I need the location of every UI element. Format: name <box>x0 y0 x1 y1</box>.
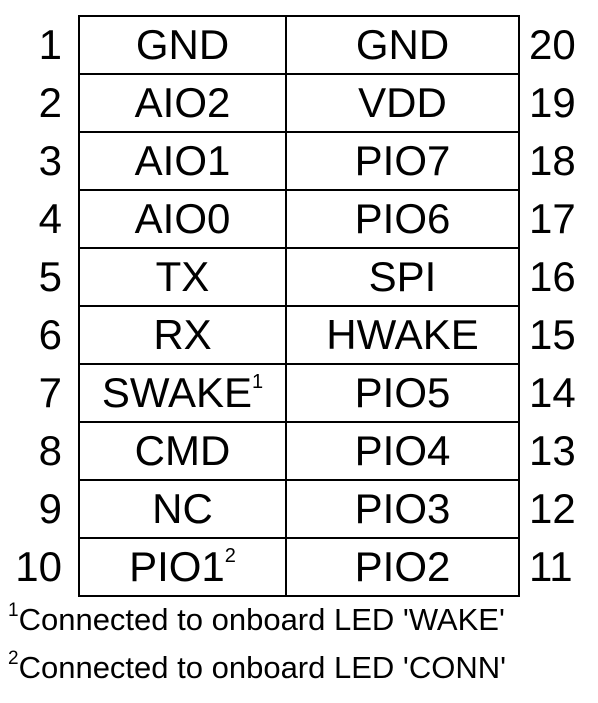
pin-number-7: 7 <box>38 369 62 416</box>
pin-label-16: SPI <box>368 253 437 300</box>
pin-number-10: 10 <box>15 543 62 590</box>
pin-number-8: 8 <box>38 427 62 474</box>
pinout-diagram: 1 GND GND 20 2 AIO2 VDD 19 3 AIO1 PIO7 1… <box>0 15 598 597</box>
pin-name: NC <box>152 485 213 532</box>
pin-label-11: PIO2 <box>354 543 451 590</box>
pin-number-17: 17 <box>529 195 576 242</box>
pin-label-12: PIO3 <box>354 485 451 532</box>
pin-label-7: SWAKE1 <box>79 364 286 422</box>
pin-name: RX <box>153 311 212 358</box>
pin-label-6: RX <box>79 306 286 364</box>
pin-number-4: 4 <box>38 195 62 242</box>
pin-label-1: GND <box>79 16 286 74</box>
footnote-text: Connected to onboard LED 'CONN' <box>18 650 507 685</box>
footnote-text: Connected to onboard LED 'WAKE' <box>18 602 505 637</box>
pin-number-12: 12 <box>529 485 576 532</box>
pin-label-10: PIO12 <box>79 538 286 596</box>
footnote-marker: 2 <box>224 545 236 567</box>
pin-number-13: 13 <box>529 427 576 474</box>
footnote-1: 1Connected to onboard LED 'WAKE' <box>8 600 594 640</box>
pin-number-11: 11 <box>529 543 573 590</box>
pin-row: 1 GND GND 20 <box>0 16 598 74</box>
pin-name: AIO1 <box>134 137 231 184</box>
pin-label-19: VDD <box>358 79 447 126</box>
pin-number-5: 5 <box>38 253 62 300</box>
pin-row: 6 RX HWAKE 15 <box>0 306 598 364</box>
pin-number-1: 1 <box>38 21 62 68</box>
pin-label-8: CMD <box>79 422 286 480</box>
pin-label-4: AIO0 <box>79 190 286 248</box>
pin-number-19: 19 <box>529 79 576 126</box>
pin-label-9: NC <box>79 480 286 538</box>
pin-name: GND <box>135 21 230 68</box>
pin-name: AIO2 <box>134 79 231 126</box>
pin-row: 9 NC PIO3 12 <box>0 480 598 538</box>
pin-name: AIO0 <box>134 195 231 242</box>
pin-label-14: PIO5 <box>354 369 451 416</box>
pin-row: 10 PIO12 PIO2 11 <box>0 538 598 596</box>
pin-label-5: TX <box>79 248 286 306</box>
pin-name: SWAKE <box>101 369 252 416</box>
pin-row: 3 AIO1 PIO7 18 <box>0 132 598 190</box>
pin-label-13: PIO4 <box>354 427 451 474</box>
pin-number-14: 14 <box>529 369 576 416</box>
pin-label-18: PIO7 <box>354 137 451 184</box>
pin-name: PIO1 <box>129 543 225 590</box>
pin-number-15: 15 <box>529 311 576 358</box>
pin-name: CMD <box>134 427 231 474</box>
pin-number-2: 2 <box>38 79 62 126</box>
pin-row: 5 TX SPI 16 <box>0 248 598 306</box>
pin-row: 8 CMD PIO4 13 <box>0 422 598 480</box>
footnote-marker: 1 <box>252 371 264 393</box>
pin-row: 2 AIO2 VDD 19 <box>0 74 598 132</box>
pin-name: TX <box>155 253 210 300</box>
pin-row: 7 SWAKE1 PIO5 14 <box>0 364 598 422</box>
pin-number-9: 9 <box>38 485 62 532</box>
pin-number-20: 20 <box>529 21 576 68</box>
pin-label-20: GND <box>355 21 450 68</box>
footnote-mark: 2 <box>8 648 19 669</box>
pin-label-3: AIO1 <box>79 132 286 190</box>
pin-number-18: 18 <box>529 137 576 184</box>
pin-number-6: 6 <box>38 311 62 358</box>
pin-row: 4 AIO0 PIO6 17 <box>0 190 598 248</box>
footnote-mark: 1 <box>8 600 19 621</box>
pin-number-16: 16 <box>529 253 576 300</box>
pin-number-3: 3 <box>38 137 62 184</box>
pin-label-17: PIO6 <box>354 195 451 242</box>
pin-label-15: HWAKE <box>326 311 479 358</box>
footnote-2: 2Connected to onboard LED 'CONN' <box>8 648 594 688</box>
pin-label-2: AIO2 <box>79 74 286 132</box>
